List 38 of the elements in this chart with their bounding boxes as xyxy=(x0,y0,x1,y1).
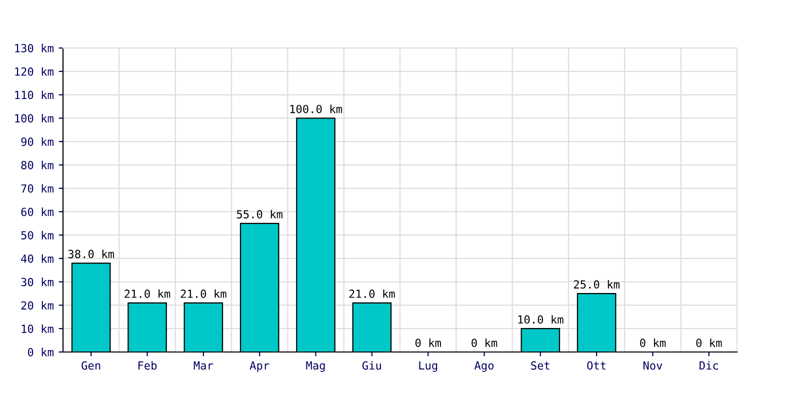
data-label: 0 km xyxy=(415,338,441,348)
data-label: 0 km xyxy=(472,338,498,348)
x-tick-label: Set xyxy=(531,361,550,370)
data-label: 0 km xyxy=(696,338,722,348)
y-tick-label: 40 km xyxy=(21,254,54,263)
y-tick-label: 70 km xyxy=(21,184,54,193)
x-tick-label: Gen xyxy=(82,361,100,370)
x-tick-label: Ott xyxy=(587,361,606,370)
x-tick-label: Lug xyxy=(419,361,438,372)
y-tick-label: 60 km xyxy=(21,208,54,216)
y-tick-label: 100 km xyxy=(15,114,54,123)
y-tick-label: 110 km xyxy=(15,90,54,100)
data-label: 25.0 km xyxy=(574,280,620,289)
x-tick-label: Apr xyxy=(250,361,270,372)
data-label: 0 km xyxy=(640,338,666,348)
data-label: 100.0 km xyxy=(290,104,342,114)
y-tick-label: 80 km xyxy=(21,160,54,170)
y-tick-label: 20 km xyxy=(21,301,54,310)
y-tick-label: 10 km xyxy=(22,324,54,334)
data-label: 21.0 km xyxy=(124,289,170,298)
y-tick-label: 130 km xyxy=(15,44,54,52)
y-tick-label: 30 km xyxy=(21,278,54,286)
y-tick-label: 50 km xyxy=(21,230,54,240)
data-label: 21.0 km xyxy=(180,289,226,298)
data-label: 21.0 km xyxy=(349,289,395,298)
x-tick-label: Mag xyxy=(306,361,325,372)
x-tick-label: Dic xyxy=(700,361,718,370)
x-tick-label: Giu xyxy=(362,361,381,370)
data-label: 10.0 km xyxy=(518,315,564,324)
y-tick-label: 120 km xyxy=(15,67,54,76)
x-tick-label: Ago xyxy=(474,361,494,372)
y-tick-label: 0 km xyxy=(28,348,54,356)
data-label: 55.0 km xyxy=(236,210,282,218)
y-tick-label: 90 km xyxy=(21,137,54,146)
data-label: 38.0 km xyxy=(68,250,114,258)
x-tick-label: Feb xyxy=(138,361,157,370)
x-tick-label: Mar xyxy=(194,361,214,370)
x-tick-label: Nov xyxy=(643,361,662,370)
